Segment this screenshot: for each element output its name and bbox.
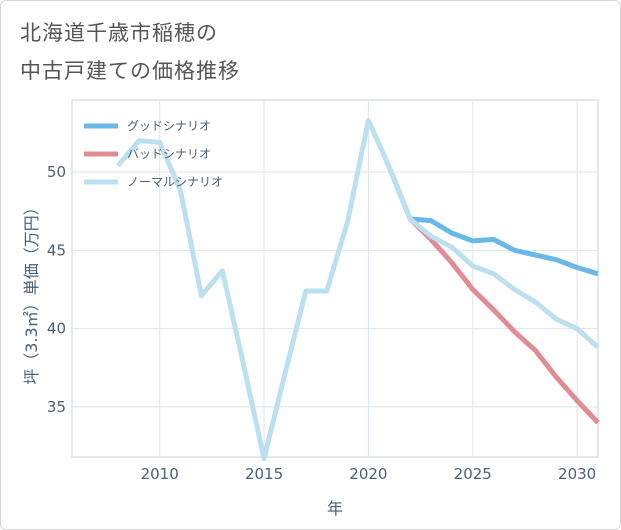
- x-tick-label: 2010: [141, 465, 179, 483]
- chart-title: 北海道千歳市稲穂の 中古戸建ての価格推移: [20, 14, 240, 90]
- legend-label: バッドシナリオ: [127, 147, 211, 161]
- y-tick-labels: 35 40 45 50: [47, 163, 66, 416]
- x-tick-label: 2025: [454, 465, 492, 483]
- y-tick-label: 35: [47, 398, 66, 416]
- y-tick-label: 50: [47, 163, 66, 181]
- y-axis-label: 坪（3.3㎡）単価（万円）: [22, 199, 41, 384]
- title-line-2: 中古戸建ての価格推移: [20, 59, 240, 83]
- x-tick-label: 2030: [558, 465, 596, 483]
- legend-label: グッドシナリオ: [127, 119, 211, 133]
- y-tick-label: 45: [47, 241, 66, 259]
- x-tick-label: 2015: [245, 465, 283, 483]
- x-tick-label: 2020: [349, 465, 387, 483]
- series-lines: [115, 117, 600, 462]
- y-tick-label: 40: [47, 320, 66, 338]
- legend-label: ノーマルシナリオ: [127, 175, 223, 189]
- x-tick-labels: 2010 2015 2020 2025 2030: [141, 465, 597, 483]
- x-axis-label: 年: [327, 499, 343, 518]
- series-line-2: [115, 117, 600, 462]
- title-line-1: 北海道千歳市稲穂の: [20, 21, 218, 45]
- series-line-0: [386, 166, 599, 277]
